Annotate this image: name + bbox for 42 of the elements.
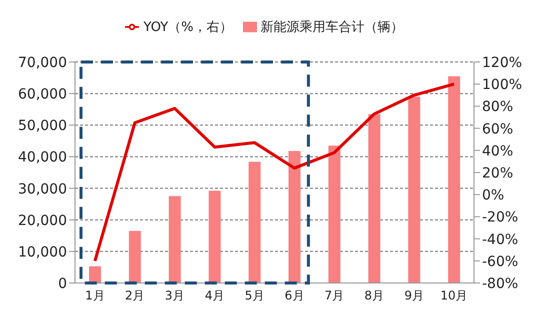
legend-label: YOY（%，右） — [143, 20, 233, 35]
bar — [89, 266, 101, 283]
bar — [288, 151, 300, 283]
y2-tick-label: 100% — [482, 77, 522, 94]
y2-tick-label: 20% — [482, 165, 514, 182]
x-tick-label: 9月 — [404, 288, 424, 303]
y-tick-label: 40,000 — [18, 150, 67, 166]
x-tick-label: 10月 — [440, 288, 468, 303]
x-tick-label: 7月 — [324, 288, 344, 303]
bar — [248, 162, 261, 283]
y2-tick-label: -80% — [482, 276, 518, 292]
bar — [208, 190, 221, 283]
y2-tick-label: 0% — [482, 188, 504, 204]
x-tick-label: 8月 — [364, 288, 384, 303]
bar — [328, 146, 340, 283]
bar — [408, 96, 420, 283]
y-tick-label: 60,000 — [18, 86, 67, 103]
y2-tick-label: 120% — [482, 54, 522, 71]
y2-tick-label: 60% — [482, 121, 514, 138]
legend-label: 新能源乘用车合计（辆） — [260, 20, 404, 35]
x-tick-label: 5月 — [244, 288, 264, 303]
y-tick-label: 0 — [58, 276, 67, 292]
bar — [448, 76, 460, 283]
x-tick-label: 1月 — [85, 288, 105, 303]
bar — [128, 230, 141, 283]
y2-tick-label: -60% — [482, 254, 518, 270]
y2-tick-label: -40% — [482, 232, 518, 248]
x-tick-label: 4月 — [204, 288, 224, 303]
y2-tick-label: -20% — [482, 210, 518, 226]
line-series — [93, 82, 456, 262]
x-tick-label: 2月 — [125, 288, 145, 303]
y-tick-label: 50,000 — [18, 118, 67, 134]
x-tick-label: 6月 — [284, 288, 304, 303]
y-tick-label: 20,000 — [18, 212, 67, 229]
y-tick-label: 70,000 — [18, 54, 67, 71]
y-tick-label: 30,000 — [18, 181, 67, 198]
bar — [168, 196, 181, 283]
y2-tick-label: 80% — [482, 99, 514, 116]
y-tick-label: 10,000 — [18, 244, 67, 260]
bar — [368, 114, 380, 283]
y2-tick-label: 40% — [482, 143, 514, 160]
x-tick-label: 3月 — [164, 288, 185, 303]
